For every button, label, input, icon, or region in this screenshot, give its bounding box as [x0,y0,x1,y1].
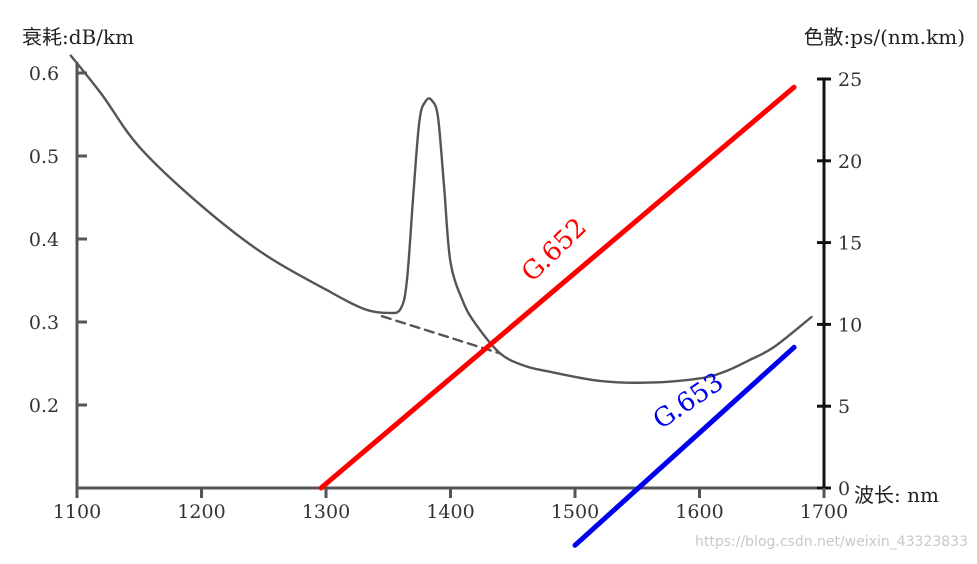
x-tick-label: 1200 [177,501,225,523]
x-tick-label: 1700 [800,501,848,523]
left-tick-label: 0.6 [29,63,59,85]
x-tick-label: 1600 [675,501,723,523]
x-tick-label: 1400 [426,501,474,523]
x-tick-label: 1300 [302,501,350,523]
series-line-g653 [572,344,797,548]
attenuation-dashed-line [380,315,502,355]
series-label-g653: G.653 [648,367,729,435]
x-tick-label: 1100 [53,501,101,523]
right-tick-label: 10 [838,314,862,336]
right-tick-label: 25 [838,69,862,91]
right-tick-label: 20 [838,151,862,173]
x-axis-label: 波长: nm [854,483,939,507]
series-label-g652: G.652 [516,212,593,288]
series-line-g652 [318,84,797,491]
labels-layer: 衰耗:dB/km 色散:ps/(nm.km) 波长: nm G.652 G.65… [22,25,968,550]
right-tick-label: 15 [838,233,862,255]
left-tick-label: 0.5 [29,146,59,168]
series-layer [69,54,813,548]
right-tick-label: 5 [838,396,850,418]
axes-layer: 0.2 0.3 0.4 0.5 0.6 0 5 10 15 20 25 1100 1200 1300 140… [29,62,862,523]
left-tick-label: 0.4 [29,229,59,251]
left-tick-label: 0.2 [29,395,59,417]
left-tick-label: 0.3 [29,312,59,334]
right-tick-label: 0 [838,478,850,500]
watermark: https://blog.csdn.net/weixin_43323833 [695,534,968,550]
x-tick-label: 1500 [551,501,599,523]
left-axis-label: 衰耗:dB/km [22,25,134,49]
right-axis-label: 色散:ps/(nm.km) [804,25,965,49]
attenuation-curve [69,54,813,384]
